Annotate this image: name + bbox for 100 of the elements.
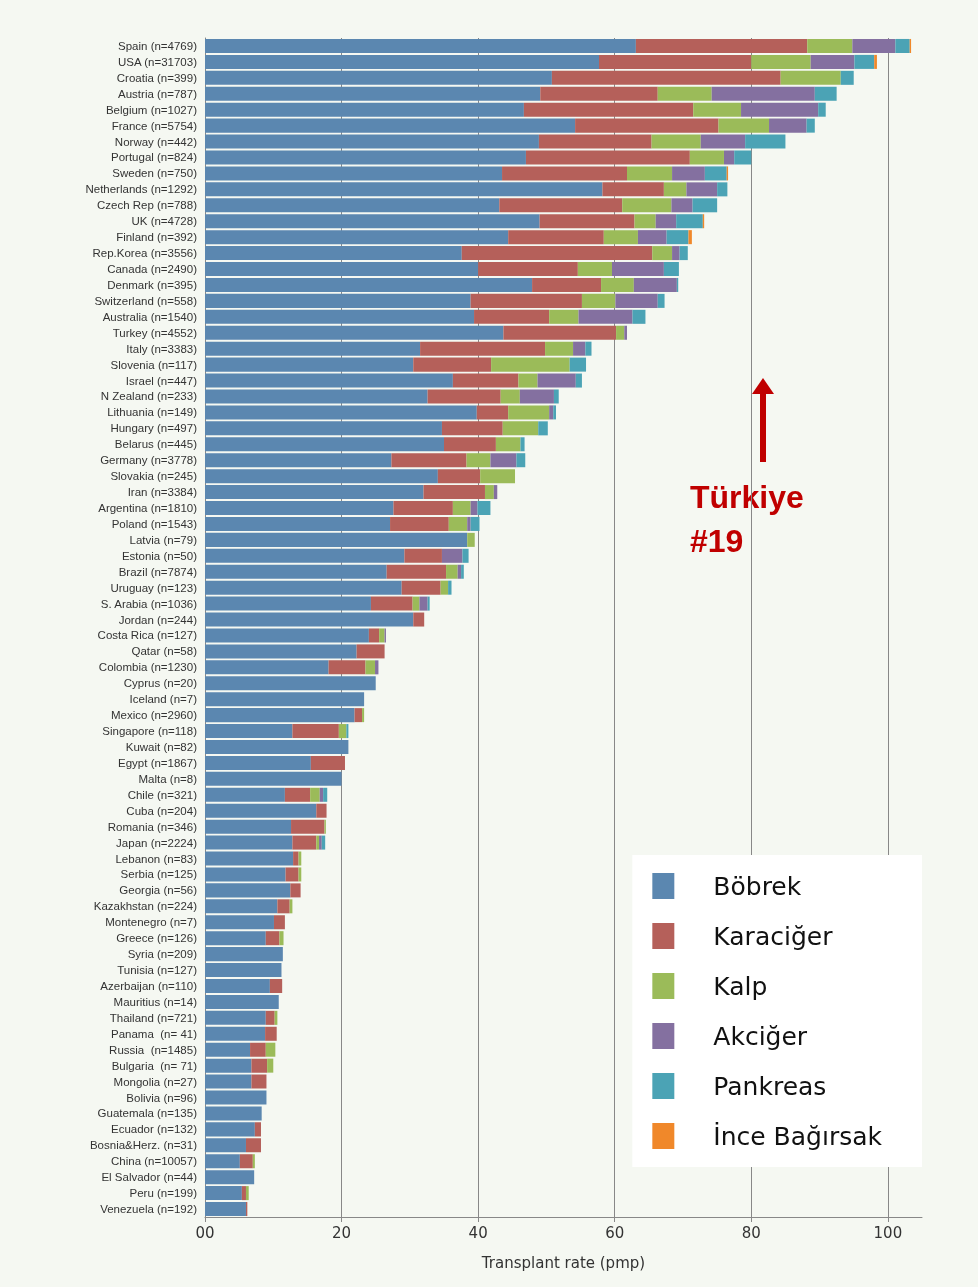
bar xyxy=(338,724,347,739)
bar xyxy=(205,994,279,1009)
y-tick-label: Azerbaijan (n=110) xyxy=(100,979,198,992)
y-tick-label: Singapore (n=118) xyxy=(102,725,198,738)
bar xyxy=(251,1058,268,1073)
bar xyxy=(239,1154,253,1169)
bar xyxy=(466,453,491,468)
y-tick-label: Panama (n= 41) xyxy=(111,1027,198,1040)
bar xyxy=(205,230,509,245)
bar xyxy=(205,883,291,898)
bar xyxy=(205,548,405,563)
bar xyxy=(205,819,292,834)
bar xyxy=(370,596,413,611)
bar xyxy=(323,787,328,802)
y-tick-label: Norway (n=442) xyxy=(114,135,198,148)
bar xyxy=(807,38,853,53)
legend-label: Karaciğer xyxy=(713,921,834,951)
bar xyxy=(205,724,293,739)
bar xyxy=(622,198,672,213)
bar xyxy=(663,182,687,197)
bar xyxy=(205,532,468,547)
bar xyxy=(205,739,349,754)
bar xyxy=(633,277,677,292)
y-tick-label: Qatar (n=58) xyxy=(131,645,198,658)
y-tick-label: Guatemala (n=135) xyxy=(97,1107,198,1120)
bar xyxy=(599,54,752,69)
bar xyxy=(602,182,664,197)
bar xyxy=(310,755,345,770)
bar xyxy=(205,214,540,229)
bar xyxy=(601,277,634,292)
y-tick-label: Belgium (n=1027) xyxy=(105,103,198,116)
x-tick-label: 20 xyxy=(332,1223,352,1242)
y-tick-label: Rep.Korea (n=3556) xyxy=(92,247,198,260)
bar xyxy=(419,596,428,611)
bar xyxy=(440,580,449,595)
y-tick-label: Czech Rep (n=788) xyxy=(96,199,198,212)
legend-label: Akciğer xyxy=(713,1021,808,1051)
y-tick-label: Venezuela (n=192) xyxy=(100,1203,198,1216)
bar xyxy=(616,325,625,340)
bar xyxy=(205,692,365,707)
y-tick-label: Jordan (n=244) xyxy=(118,613,198,626)
bar xyxy=(401,580,441,595)
bar xyxy=(205,787,285,802)
bar xyxy=(549,309,579,324)
y-tick-label: Canada (n=2490) xyxy=(107,263,198,276)
bar xyxy=(205,580,402,595)
bar xyxy=(205,182,603,197)
bar xyxy=(692,198,718,213)
bar xyxy=(205,1154,240,1169)
y-tick-label: Georgia (n=56) xyxy=(119,884,198,897)
y-tick-label: Mauritius (n=14) xyxy=(113,995,198,1008)
bar xyxy=(523,102,694,117)
x-axis-title: Transplant rate (pmp) xyxy=(480,1253,646,1272)
bar xyxy=(205,70,552,85)
bar xyxy=(205,421,442,436)
bar xyxy=(503,325,617,340)
bar xyxy=(444,437,496,452)
bar xyxy=(205,1138,246,1153)
bar xyxy=(386,564,447,579)
bar xyxy=(245,1186,249,1201)
bar xyxy=(478,262,578,277)
bar xyxy=(284,787,311,802)
bar xyxy=(549,405,554,420)
bar xyxy=(704,166,727,181)
y-tick-label: Croatia (n=399) xyxy=(116,71,198,84)
y-tick-label: Sweden (n=750) xyxy=(112,167,198,180)
bar xyxy=(635,38,808,53)
bar xyxy=(545,341,574,356)
bar xyxy=(427,596,430,611)
bar xyxy=(245,1138,261,1153)
bar xyxy=(205,931,266,946)
bar xyxy=(769,118,807,133)
bar xyxy=(581,293,616,308)
bar xyxy=(467,532,475,547)
y-tick-label: UK (n=4728) xyxy=(131,215,198,228)
bar xyxy=(499,198,623,213)
bar xyxy=(818,102,826,117)
bar xyxy=(368,628,380,643)
bar xyxy=(205,341,421,356)
bar xyxy=(205,54,600,69)
bar xyxy=(292,835,317,850)
bar xyxy=(205,516,391,531)
bar xyxy=(553,389,559,404)
bar xyxy=(273,915,285,930)
bar xyxy=(413,357,492,372)
bar xyxy=(205,469,438,484)
bar xyxy=(540,86,658,101)
y-tick-label: N Zealand (n=233) xyxy=(100,390,198,403)
y-tick-label: Syria (n=209) xyxy=(127,948,198,961)
bar xyxy=(474,309,550,324)
bar xyxy=(461,246,653,261)
bar xyxy=(413,612,425,627)
bar xyxy=(205,644,357,659)
bar xyxy=(448,580,452,595)
bar xyxy=(484,485,494,500)
bar xyxy=(538,421,548,436)
y-tick-label: Bulgaria (n= 71) xyxy=(111,1059,198,1072)
bar xyxy=(666,230,689,245)
y-tick-label: Japan (n=2224) xyxy=(116,836,198,849)
y-tick-label: Uruguay (n=123) xyxy=(110,581,198,594)
